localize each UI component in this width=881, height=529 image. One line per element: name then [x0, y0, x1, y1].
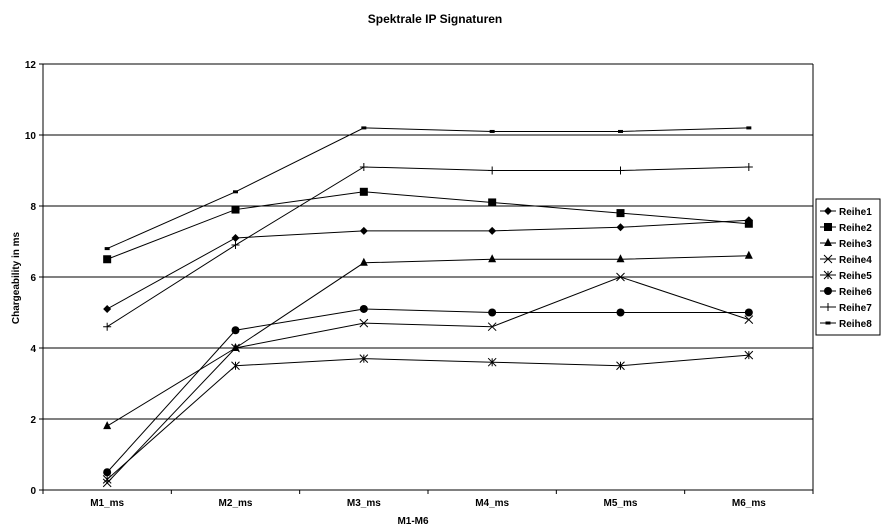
legend-label-reihe1: Reihe1 — [839, 207, 872, 218]
legend-box — [815, 198, 881, 336]
point-reihe1-M5_ms — [616, 223, 625, 232]
point-reihe5-M2_ms — [231, 361, 240, 371]
series-reihe5 — [102, 350, 754, 484]
x-tick-label-M3_ms: M3_ms — [347, 498, 381, 509]
legend-label-reihe7: Reihe7 — [839, 303, 872, 314]
series-line-reihe2 — [106, 191, 749, 260]
point-reihe2-M2_ms — [231, 205, 240, 214]
point-reihe2-M3_ms — [359, 187, 368, 196]
y-tick-label-4: 4 — [30, 344, 36, 355]
chart-title: Spektrale IP Signaturen — [368, 12, 503, 26]
point-reihe3-M3_ms — [359, 257, 368, 266]
point-reihe4-M6_ms — [744, 315, 754, 324]
x-tick-label-M6_ms: M6_ms — [732, 498, 766, 509]
point-reihe6-M4_ms — [488, 308, 497, 317]
series-line-reihe6 — [106, 308, 749, 473]
point-reihe4-M2_ms — [231, 343, 240, 353]
point-reihe6-M6_ms — [744, 308, 753, 317]
y-axis-label: Chargeability in ms — [11, 231, 22, 324]
point-reihe6-M5_ms — [616, 308, 625, 317]
legend-marker-reihe1 — [824, 207, 832, 215]
y-tick-label-6: 6 — [30, 273, 36, 284]
point-reihe8-M2_ms — [233, 190, 238, 194]
legend-label-reihe3: Reihe3 — [839, 239, 872, 250]
point-reihe3-M4_ms — [488, 254, 497, 263]
point-reihe7-M3_ms — [359, 162, 368, 171]
point-reihe7-M1_ms — [103, 322, 112, 331]
x-tick-label-M4_ms: M4_ms — [475, 498, 509, 509]
legend-marker-reihe8 — [825, 321, 831, 325]
series-reihe6 — [103, 304, 753, 477]
series-reihe4 — [102, 272, 754, 488]
y-tick-label-0: 0 — [30, 486, 36, 497]
point-reihe8-M5_ms — [618, 129, 623, 133]
series-line-reihe4 — [106, 276, 749, 484]
point-reihe3-M1_ms — [103, 421, 112, 430]
point-reihe3-M6_ms — [744, 250, 753, 259]
x-tick-label-M5_ms: M5_ms — [604, 498, 638, 509]
legend-marker-reihe5 — [823, 270, 833, 280]
point-reihe7-M6_ms — [744, 162, 753, 171]
legend-label-reihe4: Reihe4 — [839, 255, 872, 266]
legend: Reihe1 Reihe2 Reihe3 Reihe4 Reihe5 Reihe6 Reih… — [815, 198, 881, 336]
x-tick-label-M1_ms: M1_ms — [90, 498, 124, 509]
y-tick-label-10: 10 — [25, 131, 37, 142]
series-reihe8 — [104, 126, 752, 251]
x-axis-label: M1-M6 — [397, 516, 429, 527]
point-reihe3-M5_ms — [616, 254, 625, 263]
point-reihe2-M5_ms — [616, 209, 625, 218]
legend-marker-reihe4 — [823, 254, 833, 264]
point-reihe6-M1_ms — [103, 468, 112, 477]
series-reihe1 — [103, 216, 753, 313]
y-tick-label-8: 8 — [30, 202, 36, 213]
legend-marker-reihe7 — [824, 303, 832, 311]
point-reihe1-M1_ms — [103, 304, 112, 313]
legend-label-reihe8: Reihe8 — [839, 319, 872, 330]
legend-label-reihe5: Reihe5 — [839, 271, 872, 282]
point-reihe1-M4_ms — [488, 226, 497, 235]
point-reihe2-M1_ms — [103, 255, 112, 264]
point-reihe7-M2_ms — [231, 241, 240, 250]
series-line-reihe1 — [106, 219, 749, 310]
point-reihe2-M6_ms — [744, 219, 753, 228]
point-reihe5-M6_ms — [744, 350, 754, 360]
point-reihe2-M4_ms — [488, 198, 497, 207]
point-reihe1-M3_ms — [359, 226, 368, 235]
point-reihe5-M1_ms — [102, 474, 112, 484]
point-reihe8-M6_ms — [746, 126, 752, 130]
point-reihe1-M2_ms — [231, 233, 240, 242]
series-line-reihe3 — [106, 255, 749, 427]
point-reihe5-M4_ms — [487, 357, 497, 367]
point-reihe8-M1_ms — [104, 247, 110, 251]
x-tick-label-M2_ms: M2_ms — [219, 498, 253, 509]
legend-label-reihe2: Reihe2 — [839, 223, 872, 234]
series-line-reihe8 — [106, 127, 749, 250]
point-reihe7-M5_ms — [616, 166, 625, 175]
point-reihe6-M2_ms — [231, 326, 240, 335]
point-reihe4-M4_ms — [487, 322, 497, 332]
series-reihe7 — [103, 162, 753, 331]
legend-marker-reihe6 — [824, 287, 832, 295]
y-tick-label-2: 2 — [30, 415, 36, 426]
point-reihe6-M3_ms — [359, 304, 368, 313]
legend-label-reihe6: Reihe6 — [839, 287, 872, 298]
legend-marker-reihe2 — [824, 223, 832, 231]
point-reihe8-M3_ms — [361, 126, 367, 130]
legend-marker-reihe3 — [824, 238, 832, 246]
series-line-reihe7 — [106, 166, 749, 328]
point-reihe4-M3_ms — [359, 318, 369, 328]
point-reihe3-M2_ms — [231, 343, 240, 351]
series-line-reihe5 — [106, 354, 749, 480]
plot-area: 0 2 4 6 8 10 12 M1_ms M2_ms M3_ms M4_ms M5_ms M6_ms — [25, 60, 814, 509]
point-reihe4-M5_ms — [616, 272, 625, 282]
point-reihe5-M3_ms — [359, 354, 369, 364]
y-tick-label-12: 12 — [25, 60, 37, 71]
series-reihe3 — [103, 250, 753, 430]
point-reihe7-M4_ms — [488, 166, 497, 175]
series-reihe2 — [103, 187, 753, 264]
point-reihe8-M4_ms — [489, 129, 495, 133]
point-reihe5-M5_ms — [616, 361, 625, 371]
